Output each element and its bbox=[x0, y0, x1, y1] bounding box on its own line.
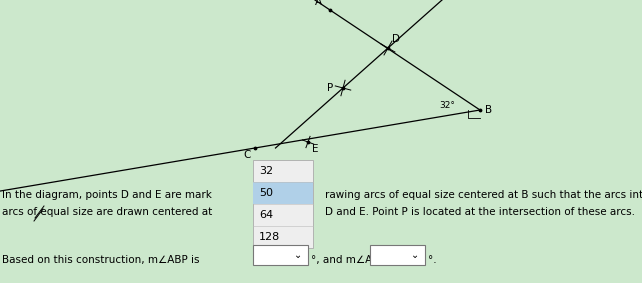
Text: A: A bbox=[315, 0, 322, 7]
Text: 64: 64 bbox=[259, 210, 273, 220]
Bar bbox=[253, 245, 308, 265]
Text: P: P bbox=[327, 83, 333, 93]
Text: 32°: 32° bbox=[439, 100, 455, 110]
Text: rawing arcs of equal size centered at B such that the arcs intersect: rawing arcs of equal size centered at B … bbox=[325, 190, 642, 200]
Bar bbox=[253, 182, 313, 204]
Text: °.: °. bbox=[428, 255, 437, 265]
Text: E: E bbox=[312, 144, 318, 154]
Text: °, and m∠ABC is: °, and m∠ABC is bbox=[311, 255, 399, 265]
Text: B: B bbox=[485, 105, 492, 115]
Text: arcs of equal size are drawn centered at: arcs of equal size are drawn centered at bbox=[2, 207, 213, 217]
Bar bbox=[370, 245, 425, 265]
Text: D: D bbox=[392, 34, 400, 44]
Text: 50: 50 bbox=[259, 188, 273, 198]
Text: ⌄: ⌄ bbox=[294, 250, 302, 260]
Text: Based on this construction, m∠ABP is: Based on this construction, m∠ABP is bbox=[2, 255, 200, 265]
Text: D and E. Point P is located at the intersection of these arcs.: D and E. Point P is located at the inter… bbox=[325, 207, 635, 217]
Bar bbox=[253, 160, 313, 248]
Text: C: C bbox=[243, 150, 251, 160]
Text: 32: 32 bbox=[259, 166, 273, 176]
Text: In the diagram, points D and E are mark: In the diagram, points D and E are mark bbox=[2, 190, 212, 200]
Text: ⌄: ⌄ bbox=[411, 250, 419, 260]
Text: 128: 128 bbox=[259, 232, 281, 242]
